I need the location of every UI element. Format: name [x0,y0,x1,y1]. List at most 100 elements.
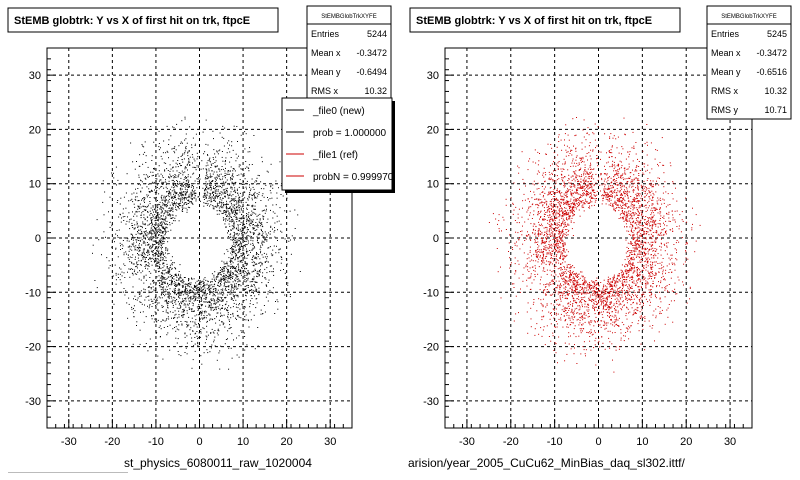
scatter-point [185,138,187,140]
scatter-point [228,347,230,349]
scatter-point [195,324,197,326]
scatter-point [163,273,165,275]
scatter-point [155,207,157,209]
scatter-point [231,195,233,197]
scatter-point [245,226,247,228]
scatter-point [158,326,160,328]
scatter-point [206,293,208,295]
scatter-point [164,320,166,322]
scatter-point [163,237,165,238]
scatter-point [212,293,214,295]
scatter-point [267,247,269,249]
scatter-point [243,187,245,189]
scatter-point [123,263,125,265]
scatter-point [251,205,253,207]
scatter-point [175,285,177,287]
scatter-point [549,262,551,264]
scatter-point [226,208,228,210]
scatter-point [196,158,198,160]
scatter-point [527,169,529,171]
scatter-point [161,305,163,307]
scatter-point [258,270,260,272]
scatter-point [152,240,154,242]
scatter-point [221,321,222,323]
scatter-point [650,182,652,184]
scatter-point [186,164,188,166]
scatter-point [198,286,200,288]
scatter-point [183,158,185,160]
scatter-point [132,343,134,345]
scatter-point [220,284,222,286]
scatter-point [220,289,222,291]
scatter-point [592,169,594,170]
scatter-point [211,188,213,190]
scatter-point [287,282,289,284]
scatter-point [249,235,251,237]
scatter-point [207,320,208,322]
scatter-point [245,216,247,218]
scatter-point [515,206,517,208]
scatter-point [256,218,258,220]
scatter-point [243,183,245,185]
scatter-point [199,290,201,292]
scatter-point [182,161,184,163]
scatter-point [229,206,231,208]
scatter-point [249,186,250,188]
scatter-point [618,165,619,167]
scatter-point [261,230,262,231]
scatter-point [121,243,123,245]
scatter-point [276,261,278,263]
scatter-point [128,246,130,248]
scatter-point [142,258,144,260]
scatter-point [168,271,170,273]
scatter-point [223,204,225,205]
scatter-point [225,339,227,340]
scatter-point [575,147,577,149]
scatter-point [237,314,239,316]
scatter-point [246,251,247,253]
scatter-point [198,332,200,334]
scatter-point [177,291,179,293]
scatter-point [659,209,661,211]
scatter-point [183,308,185,310]
scatter-point [227,194,229,196]
scatter-point [617,184,619,186]
scatter-point [589,324,591,326]
scatter-point [194,183,196,185]
scatter-point [161,194,163,196]
scatter-point [167,316,169,318]
scatter-point [588,176,590,177]
scatter-point [188,184,190,186]
scatter-point [284,210,286,212]
scatter-point [574,273,576,275]
scatter-point [617,206,619,208]
scatter-point [171,176,172,178]
scatter-point [227,272,229,274]
scatter-point [236,221,238,223]
scatter-point [570,191,572,193]
scatter-point [181,210,183,212]
scatter-point [209,290,211,292]
scatter-point [169,170,171,172]
scatter-point [607,179,609,181]
scatter-point [163,208,165,210]
scatter-point [594,123,596,125]
scatter-point [135,256,136,258]
scatter-point [239,271,241,273]
scatter-point [247,319,249,321]
scatter-point [184,193,186,195]
scatter-point [188,291,190,293]
scatter-point [159,266,160,268]
scatter-point [175,273,177,275]
scatter-point [241,246,242,247]
y-tick-label: 20 [29,124,41,136]
scatter-point [145,264,147,266]
scatter-point [235,218,237,220]
scatter-point [664,244,666,246]
scatter-point [272,187,274,189]
scatter-point [188,158,190,160]
scatter-point [126,302,128,304]
scatter-point [228,289,230,290]
scatter-point [130,199,132,201]
scatter-point [172,196,174,198]
